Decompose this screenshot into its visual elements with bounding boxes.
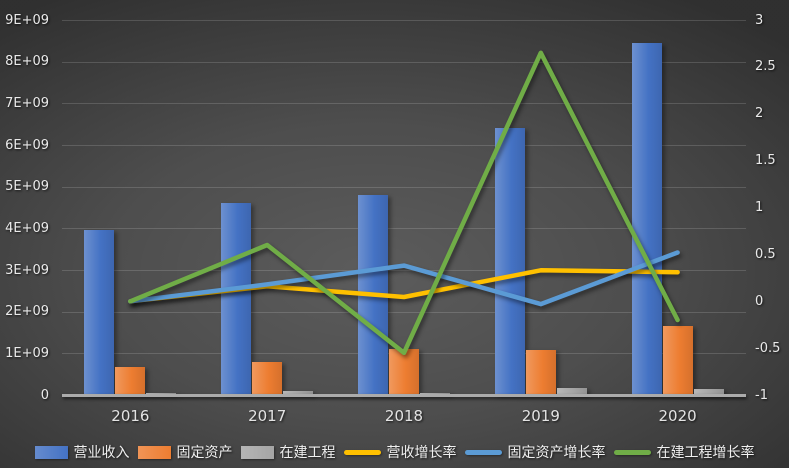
right-axis-tick: 1	[755, 200, 764, 215]
right-axis-tick: 2.5	[755, 59, 776, 75]
legend-bar-swatch-revenue	[34, 445, 68, 459]
bar-fixed-assets-2020	[662, 326, 693, 395]
gridline	[62, 270, 746, 271]
left-axis-tick: 2E+09	[5, 304, 49, 320]
bar-fixed-assets-2019	[525, 350, 556, 395]
bar-construction-in-progress-2016	[146, 392, 177, 395]
left-axis-tick: 5E+09	[5, 179, 49, 195]
right-axis-tick: 1.5	[755, 153, 776, 169]
bar-fixed-assets-2017	[252, 361, 283, 395]
legend-label-construction-growth: 在建工程增长率	[656, 445, 755, 461]
gridline	[62, 103, 746, 105]
right-axis-tick: 0.5	[755, 246, 776, 262]
right-axis-tick: -0.5	[755, 340, 781, 356]
left-axis-tick: 7E+09	[5, 95, 49, 111]
legend-label-revenue-growth: 营收增长率	[386, 445, 457, 461]
right-axis-tick: 3	[755, 12, 764, 28]
gridline	[62, 228, 746, 230]
legend-label-fixed-assets-growth: 固定资产增长率	[507, 445, 606, 461]
legend-bar-swatch-construction-in-progress	[240, 445, 274, 459]
right-axis-tick: 2	[755, 106, 764, 122]
left-axis-tick: 3E+09	[5, 262, 49, 278]
plot-area	[62, 20, 746, 395]
bar-revenue-2017	[221, 203, 252, 395]
gridline	[62, 61, 746, 63]
legend-bar-swatch-fixed-assets	[137, 445, 171, 459]
bar-construction-in-progress-2018	[420, 392, 450, 395]
left-axis-tick: 1E+09	[5, 345, 49, 361]
right-axis-tick: 0	[755, 293, 764, 309]
gridline	[62, 145, 746, 146]
legend-item-revenue: 营业收入	[34, 442, 130, 462]
x-axis-label: 2018	[384, 407, 424, 425]
lines-layer	[128, 50, 680, 356]
right-axis-tick: -1	[755, 387, 768, 403]
x-axis-label: 2019	[521, 407, 560, 425]
bar-revenue-2020	[631, 42, 662, 395]
legend-item-construction-growth: 在建工程增长率	[613, 442, 755, 462]
gridline	[62, 311, 746, 313]
legend-item-construction-in-progress: 在建工程	[240, 442, 336, 462]
x-axis-label: 2016	[111, 407, 150, 425]
bar-revenue-2016	[84, 230, 115, 395]
legend-line-swatch-revenue-growth	[343, 449, 381, 455]
legend-item-fixed-assets: 固定资产	[137, 442, 233, 462]
bar-construction-in-progress-2017	[283, 390, 314, 395]
legend: 营业收入 固定资产 在建工程 营收增长率 固定资产增长率 在建工程增长率	[0, 442, 789, 462]
left-axis-tick: 6E+09	[5, 137, 49, 153]
bar-fixed-assets-2016	[115, 366, 146, 395]
x-axis-label: 2020	[658, 407, 697, 425]
legend-item-fixed-assets-growth: 固定资产增长率	[464, 442, 606, 462]
bar-revenue-2019	[494, 128, 525, 395]
legend-line-swatch-construction-growth	[613, 449, 651, 455]
left-axis-tick: 9E+09	[5, 12, 49, 28]
gridline	[62, 186, 746, 188]
bar-construction-in-progress-2019	[556, 387, 587, 395]
legend-label-construction-in-progress: 在建工程	[279, 445, 336, 461]
line-construction-growth	[128, 50, 680, 356]
x-axis-label: 2017	[248, 407, 287, 425]
line-fixed-assets-growth	[128, 250, 680, 307]
left-axis-tick: 0	[40, 387, 49, 403]
bar-fixed-assets-2018	[389, 349, 419, 395]
legend-label-revenue: 营业收入	[73, 445, 130, 461]
legend-item-revenue-growth: 营收增长率	[343, 442, 457, 462]
legend-line-swatch-fixed-assets-growth	[464, 449, 502, 455]
bar-construction-in-progress-2020	[693, 388, 724, 395]
x-axis-line	[62, 394, 746, 397]
left-axis-tick: 8E+09	[5, 54, 49, 70]
legend-label-fixed-assets: 固定资产	[176, 445, 233, 461]
gridline	[62, 20, 746, 21]
left-axis-tick: 4E+09	[5, 220, 49, 236]
